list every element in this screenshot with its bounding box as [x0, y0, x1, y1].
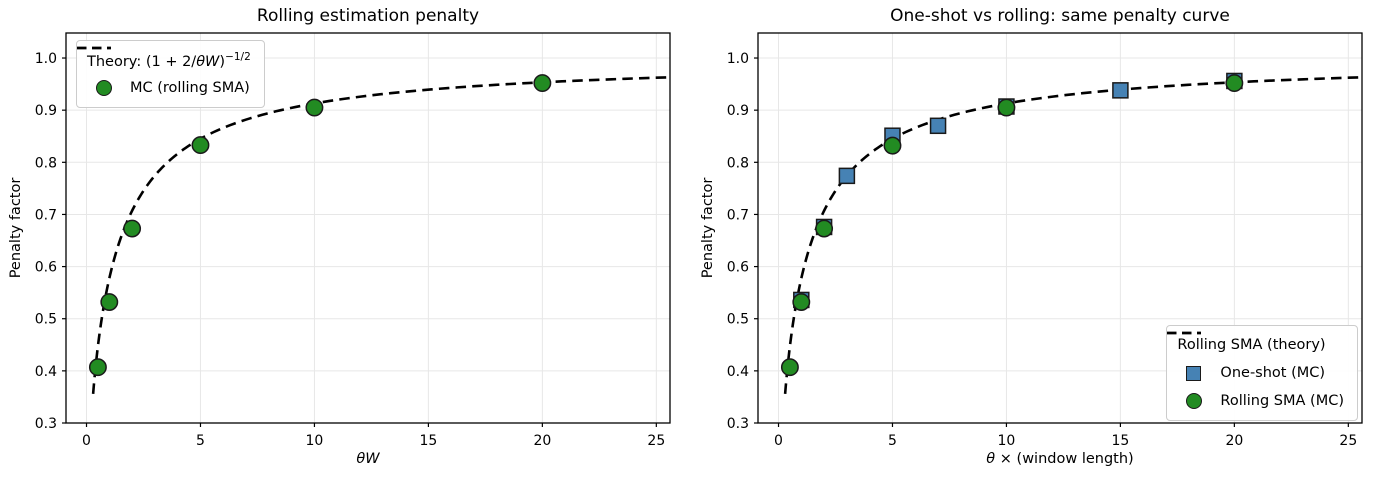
- legend-entry-theory: Theory: (1 + 2/θW)−1/2: [77, 46, 251, 71]
- tick-labels: 0 5 10 15 20 25 0.3 0.4 0.5 0.6 0.7 0.8 0.9 1.0: [35, 51, 666, 449]
- y-tick-label: 0.3: [35, 416, 57, 432]
- y-tick-label: 0.5: [35, 312, 57, 328]
- y-tick-label: 0.4: [35, 364, 57, 380]
- right-chart-title: One-shot vs rolling: same penalty curve: [890, 6, 1230, 26]
- right-y-axis-label: Penalty factor: [700, 177, 716, 279]
- series-square-markers: [793, 72, 1243, 309]
- theory-curve: [91, 76, 667, 394]
- legend-label-mc-rolling: MC (rolling SMA): [130, 80, 250, 96]
- tick-marks: [754, 57, 1349, 427]
- circle-marker-icon: [96, 80, 112, 96]
- legend-entry-mc-rolling: MC (rolling SMA): [87, 77, 251, 99]
- x-tick-label: 15: [1111, 433, 1129, 449]
- y-tick-label: 0.4: [727, 364, 749, 380]
- x-tick-label: 25: [1339, 433, 1357, 449]
- tick-labels: 0 5 10 15 20 25 0.3 0.4 0.5 0.6 0.7 0.8 0.9 1.0: [727, 51, 1358, 449]
- x-tick-label: 25: [647, 433, 665, 449]
- axes-spines: [757, 32, 1363, 424]
- x-tick-label: 20: [533, 433, 551, 449]
- series-circle-markers: [88, 74, 552, 377]
- right-x-axis-label: θ × (window length): [986, 451, 1134, 467]
- left-x-axis-label: θW: [66, 451, 670, 467]
- y-tick-label: 0.3: [727, 416, 749, 432]
- y-tick-label: 0.7: [727, 207, 749, 223]
- y-tick-label: 0.9: [727, 103, 749, 119]
- y-tick-label: 0.8: [727, 155, 749, 171]
- y-tick-label: 0.5: [727, 312, 749, 328]
- x-tick-label: 20: [1225, 433, 1243, 449]
- gridlines: [66, 33, 670, 424]
- x-tick-label: 10: [306, 433, 324, 449]
- theta-w-symbol: θW: [356, 451, 380, 467]
- x-tick-label: 15: [419, 433, 437, 449]
- y-tick-label: 0.6: [35, 260, 57, 276]
- right-legend: Rolling SMA (theory) One-shot (MC) Rolli…: [1166, 325, 1358, 421]
- x-tick-label: 0: [774, 433, 783, 449]
- y-tick-label: 0.7: [35, 207, 57, 223]
- subplot-rolling-penalty: 0 5 10 15 20 25 0.3 0.4 0.5 0.6 0.7 0.8 0.9 1.0 Rolli…: [8, 6, 671, 467]
- left-y-axis-label: Penalty factor: [8, 177, 24, 279]
- x-tick-label: 5: [196, 433, 205, 449]
- legend-entry-rolling-mc: Rolling SMA (MC): [1177, 390, 1344, 412]
- tick-marks: [62, 57, 657, 427]
- subplot-oneshot-vs-rolling: 0 5 10 15 20 25 0.3 0.4 0.5 0.6 0.7 0.8 0.9 1.0 One-s…: [692, 0, 1384, 484]
- legend-entry-oneshot-mc: One-shot (MC): [1177, 362, 1344, 384]
- y-tick-label: 0.6: [727, 260, 749, 276]
- legend-label-oneshot-mc: One-shot (MC): [1220, 365, 1326, 381]
- dashed-line-icon: [1167, 331, 1202, 335]
- circle-marker-icon: [1186, 393, 1203, 409]
- legend-entry-rolling-theory: Rolling SMA (theory): [1167, 331, 1344, 356]
- x-tick-label: 10: [998, 433, 1016, 449]
- theta-symbol: θ: [986, 451, 996, 467]
- left-legend: Theory: (1 + 2/θW)−1/2 MC (rolling SMA): [76, 40, 265, 108]
- legend-label-rolling-mc: Rolling SMA (MC): [1220, 393, 1344, 409]
- left-chart-title: Rolling estimation penalty: [256, 6, 480, 26]
- y-tick-label: 1.0: [727, 51, 749, 67]
- legend-label-theory: Theory: (1 + 2/θW)−1/2: [87, 50, 251, 70]
- y-tick-label: 1.0: [35, 51, 57, 67]
- square-marker-icon: [1186, 365, 1202, 381]
- legend-label-rolling-theory: Rolling SMA (theory): [1177, 337, 1326, 353]
- axes-spines: [65, 32, 671, 424]
- x-tick-label: 0: [82, 433, 91, 449]
- left-chart-canvas: 0 5 10 15 20 25 0.3 0.4 0.5 0.6 0.7 0.8 0.9 1.0: [35, 32, 671, 449]
- y-tick-label: 0.9: [35, 103, 57, 119]
- y-tick-label: 0.8: [35, 155, 57, 171]
- series-circle-markers: [780, 74, 1244, 377]
- x-tick-label: 5: [888, 433, 897, 449]
- dashed-line-icon: [77, 46, 111, 50]
